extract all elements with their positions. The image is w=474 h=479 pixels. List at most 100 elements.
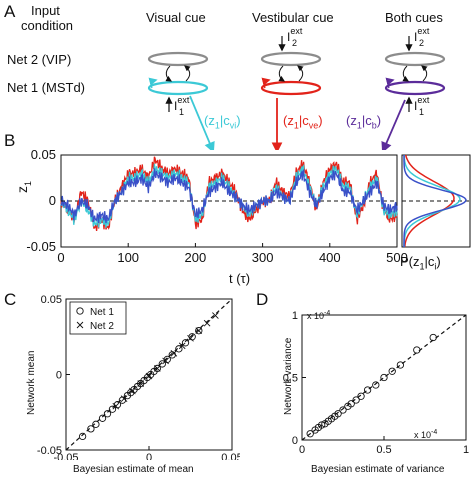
panel-c-legend-net2: Net 2 bbox=[90, 321, 114, 332]
input-label-visual: Iext 1 bbox=[174, 95, 190, 117]
panel-d-point-net1 bbox=[363, 386, 372, 394]
panel-c-ytick-label: 0.05 bbox=[41, 294, 62, 306]
panel-c-xlabel: Bayesian estimate of mean bbox=[73, 464, 194, 475]
input-sub: 1 bbox=[419, 107, 425, 117]
panel-c-point-net2 bbox=[112, 402, 120, 410]
arrow-up-vestibular bbox=[297, 65, 304, 82]
input-symbol: I bbox=[414, 99, 418, 113]
panel-c-point-net1 bbox=[78, 432, 87, 441]
panel-c-point-net1 bbox=[195, 327, 203, 335]
panel-d-point-net1 bbox=[429, 333, 437, 342]
panel-c-xtick-label: 0.05 bbox=[221, 452, 240, 460]
panel-b-xtick-label: 100 bbox=[117, 250, 139, 265]
panel-c-point-net2 bbox=[212, 312, 219, 319]
arrow-up-visual bbox=[184, 65, 191, 82]
panel-d-point-net1 bbox=[380, 373, 388, 382]
arrow-label-both: (z1|cb) bbox=[346, 113, 382, 131]
panel-c-point-net2 bbox=[195, 327, 203, 335]
panel-d-point-net1 bbox=[413, 346, 421, 354]
panel-b-xtick-label: 200 bbox=[185, 250, 207, 265]
output-arrow-both bbox=[381, 99, 406, 150]
panel-b-letter: B bbox=[4, 131, 16, 150]
panel-b-xtick-label: 300 bbox=[252, 250, 274, 265]
panel-d-x-multiplier: x 10-4 bbox=[414, 429, 438, 440]
panel-c-letter: C bbox=[4, 290, 17, 309]
panel-d-ytick-label: 1 bbox=[292, 310, 298, 322]
net1-label: Net 1 (MSTd) bbox=[7, 80, 86, 95]
input-label-both-bottom: Iext 1 bbox=[414, 95, 430, 117]
panel-c-mean-scatter: 0.05 0 -0.05-0.05 0 0.05 Net 1 Net 2 bbox=[37, 294, 240, 460]
panel-d-ytick-label: 0 bbox=[292, 435, 298, 447]
panel-c-point-net2 bbox=[203, 319, 211, 327]
panel-c-point-net1 bbox=[175, 345, 183, 353]
panel-d-point-net1 bbox=[318, 421, 326, 429]
panel-b-xtick-label: 500 bbox=[386, 250, 408, 265]
panel-c-point-net1 bbox=[181, 339, 190, 347]
panel-b-ytick-label: 0.05 bbox=[31, 147, 56, 162]
column-visual-cue: Visual cue bbox=[146, 10, 206, 25]
arrow-label-vestibular: (z1|cve) bbox=[283, 113, 323, 131]
input-sub: 2 bbox=[292, 38, 298, 48]
panel-d-identity-line bbox=[301, 314, 467, 441]
net2-label: Net 2 (VIP) bbox=[7, 52, 72, 67]
panel-d-xlabel: Bayesian estimate of variance bbox=[311, 464, 445, 475]
panel-c-point-net1 bbox=[103, 410, 112, 418]
panel-d-point-net1 bbox=[396, 361, 405, 369]
arrow-up-both bbox=[421, 65, 428, 82]
input-sup: ext bbox=[417, 26, 430, 36]
arrow-label-visual: (z1|cvi) bbox=[204, 113, 241, 131]
panel-d-point-net1 bbox=[347, 400, 355, 408]
input-sup: ext bbox=[290, 26, 303, 36]
panel-c-legend-marker-net1 bbox=[76, 307, 84, 315]
panel-c-ytick-label: 0 bbox=[56, 370, 62, 382]
panel-c-point-net1 bbox=[87, 425, 95, 433]
panel-c-point-net2 bbox=[178, 342, 186, 350]
panel-c-point-net2 bbox=[145, 372, 153, 380]
panel-c-point-net1 bbox=[158, 360, 166, 368]
arrow-down-visual bbox=[165, 65, 173, 82]
panel-b-dist-cyan bbox=[403, 155, 461, 247]
panel-c-point-net2 bbox=[120, 395, 128, 402]
panel-d-letter: D bbox=[256, 290, 269, 309]
panel-b-xlabel: t (τ) bbox=[229, 271, 251, 286]
panel-d-y-multiplier: x 10-4 bbox=[307, 310, 331, 321]
input-sub: 1 bbox=[179, 107, 185, 117]
panel-c-xtick-label: -0.05 bbox=[53, 452, 78, 460]
panel-b-dist-red bbox=[403, 154, 455, 248]
panel-b-series-blue bbox=[60, 168, 398, 224]
input-label-vestibular: Iext 2 bbox=[287, 26, 303, 48]
panel-c-point-net2 bbox=[153, 365, 161, 372]
vestibular-cue-network bbox=[260, 36, 322, 150]
net1-ring-visual bbox=[147, 80, 209, 96]
panel-d-variance-scatter: 1 0.5 00 0.5 1 bbox=[283, 310, 469, 456]
both-cues-network bbox=[381, 36, 446, 150]
panel-d-point-net1 bbox=[357, 392, 365, 400]
arrow-down-vestibular bbox=[278, 65, 286, 82]
panel-d-point-net1 bbox=[372, 381, 380, 389]
input-sub: 2 bbox=[419, 38, 425, 48]
panel-c-point-net2 bbox=[162, 357, 169, 365]
condition-header-2: condition bbox=[21, 18, 74, 33]
net1-ring-both bbox=[384, 80, 446, 96]
input-label-both-top: Iext 2 bbox=[414, 26, 430, 48]
panel-c-point-net1 bbox=[153, 364, 161, 373]
panel-c-point-net1 bbox=[108, 405, 117, 413]
arrow-ring-visual bbox=[148, 77, 158, 89]
panel-c-legend-marker-net2 bbox=[76, 321, 84, 329]
input-symbol: I bbox=[287, 30, 291, 44]
visual-cue-network bbox=[147, 51, 215, 150]
panel-a-letter: A bbox=[4, 2, 16, 21]
input-sup: ext bbox=[177, 95, 190, 105]
arrow-ring-vestibular bbox=[261, 77, 271, 89]
arrow-ring-both bbox=[385, 77, 395, 89]
panel-b-ytick-label: 0 bbox=[49, 193, 56, 208]
net2-ring-vestibular bbox=[260, 51, 322, 67]
input-sup: ext bbox=[417, 95, 430, 105]
net1-ring-vestibular bbox=[260, 80, 322, 96]
panel-b-timeseries-chart: 0.050-0.050 100 200 300 400 500 bbox=[26, 147, 471, 265]
panel-d-xtick-label: 1 bbox=[463, 444, 469, 456]
panel-d-xtick-label: 0.5 bbox=[376, 444, 391, 456]
panel-b-dist-label: P(z1|ci) bbox=[400, 254, 441, 272]
panel-d-point-net1 bbox=[388, 367, 396, 375]
column-vestibular-cue: Vestibular cue bbox=[252, 10, 334, 25]
